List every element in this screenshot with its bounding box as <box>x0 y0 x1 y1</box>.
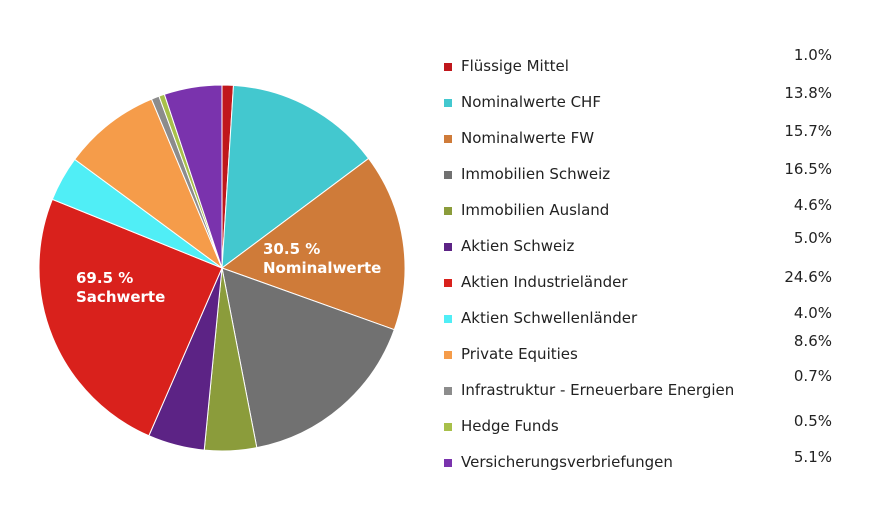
legend-value: 8.6% <box>793 332 832 350</box>
legend-swatch <box>444 459 452 467</box>
legend-label: Nominalwerte FW <box>461 129 595 147</box>
legend-swatch <box>444 63 452 71</box>
legend-swatch <box>444 171 452 179</box>
legend-value: 5.1% <box>793 448 832 466</box>
legend-item: Flüssige Mittel 1.0% <box>442 46 862 88</box>
legend-value: 16.5% <box>784 160 832 178</box>
legend-label: Aktien Schwellenländer <box>461 309 638 327</box>
legend-label: Aktien Industrieländer <box>461 273 628 291</box>
legend-swatch <box>444 243 452 251</box>
pie-slice <box>74 98 224 270</box>
legend-item: Immobilien Ausland 4.6% <box>442 196 862 232</box>
legend-swatch <box>444 315 452 323</box>
legend-label: Immobilien Ausland <box>461 201 610 219</box>
legend-swatch <box>444 99 452 107</box>
annotation-nominalwerte-label: Nominalwerte <box>263 259 381 277</box>
legend-label: Private Equities <box>461 345 578 363</box>
pie-slice <box>221 84 370 270</box>
legend-label: Flüssige Mittel <box>461 57 569 75</box>
legend-value: 4.6% <box>793 196 832 214</box>
legend-label: Nominalwerte CHF <box>461 93 601 111</box>
legend-value: 0.7% <box>793 367 832 385</box>
pie-slice <box>221 267 395 449</box>
legend-value: 0.5% <box>793 412 832 430</box>
legend-swatch <box>444 387 452 395</box>
legend-item: Nominalwerte FW 15.7% <box>442 122 862 160</box>
legend-value: 1.0% <box>793 46 832 64</box>
legend-swatch <box>444 423 452 431</box>
legend-value: 13.8% <box>784 84 832 102</box>
legend-label: Infrastruktur - Erneuerbare Energien <box>461 381 735 399</box>
annotation-nominalwerte-percent: 30.5 % <box>263 240 320 258</box>
legend-item: Private Equities 8.6% <box>442 332 862 376</box>
annotation-sachwerte-label: Sachwerte <box>76 288 165 306</box>
pie-slice <box>163 84 223 269</box>
legend-swatch <box>444 207 452 215</box>
legend-value: 15.7% <box>784 122 832 140</box>
legend-swatch <box>444 351 452 359</box>
legend-item: Versicherungsverbriefungen 5.1% <box>442 448 862 484</box>
legend-label: Immobilien Schweiz <box>461 165 611 183</box>
legend-swatch <box>444 279 452 287</box>
legend-item: Nominalwerte CHF 13.8% <box>442 84 862 124</box>
legend-item: Aktien Industrieländer 24.6% <box>442 268 862 304</box>
annotation-sachwerte-percent: 69.5 % <box>76 269 133 287</box>
legend-item: Infrastruktur - Erneuerbare Energien 0.7% <box>442 367 862 412</box>
pie-slices <box>38 84 406 452</box>
legend-label: Hedge Funds <box>461 417 559 435</box>
legend: Flüssige Mittel 1.0% Nominalwerte CHF 13.8%… <box>442 46 862 484</box>
legend-swatch <box>444 135 452 143</box>
legend-item: Aktien Schweiz 5.0% <box>442 229 862 268</box>
legend-label: Versicherungsverbriefungen <box>461 453 673 471</box>
legend-label: Aktien Schweiz <box>461 237 575 255</box>
legend-item: Immobilien Schweiz 16.5% <box>442 160 862 196</box>
pie-slice <box>38 198 223 437</box>
legend-item: Hedge Funds 0.5% <box>442 412 862 448</box>
legend-item: Aktien Schwellenländer 4.0% <box>442 304 862 340</box>
legend-value: 4.0% <box>793 304 832 322</box>
legend-value: 5.0% <box>793 229 832 247</box>
legend-value: 24.6% <box>784 268 832 286</box>
pie-slice <box>220 157 406 331</box>
